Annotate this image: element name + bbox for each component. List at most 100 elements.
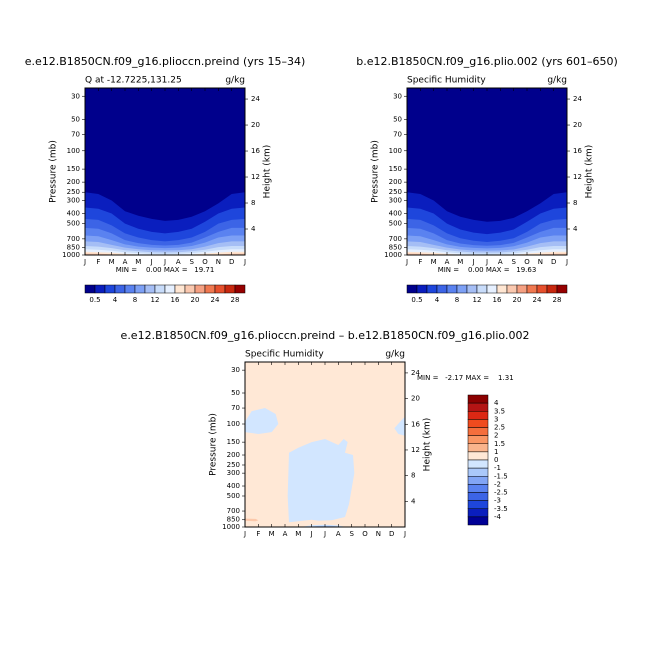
x-tick-label: J — [243, 530, 246, 538]
y-tick-label: 250 — [67, 188, 80, 196]
x-tick-label: F — [418, 258, 422, 266]
y-tick-label: 500 — [227, 492, 240, 500]
colorbar-box — [506, 284, 518, 294]
colorbar-box — [476, 284, 488, 294]
colorbar-box — [536, 284, 548, 294]
colorbar-label: 1.5 — [494, 440, 505, 448]
y2-tick-label: 12 — [411, 446, 420, 454]
colorbar-label: 4 — [494, 399, 499, 407]
colorbar-box — [436, 284, 448, 294]
colorbar-box — [467, 443, 489, 453]
plot-area — [245, 362, 405, 527]
y-tick-label: 50 — [393, 115, 402, 123]
x-tick-label: J — [472, 258, 475, 266]
colorbar-label: 0 — [494, 456, 498, 464]
y-tick-label: 70 — [393, 131, 402, 139]
x-tick-label: M — [109, 258, 115, 266]
plot-area — [85, 88, 245, 255]
y-tick-label: 100 — [227, 420, 240, 428]
colorbar-label: 1 — [494, 448, 498, 456]
colorbar-box — [406, 284, 418, 294]
colorbar-box — [467, 516, 489, 526]
colorbar-label: 0.5 — [411, 296, 422, 304]
units: g/kg — [385, 350, 405, 360]
colorbar-label: -1.5 — [494, 472, 508, 480]
x-tick-label: J — [485, 258, 488, 266]
y-tick-label: 200 — [389, 178, 402, 186]
x-tick-label: M — [457, 258, 463, 266]
colorbar-box — [416, 284, 428, 294]
x-tick-label: J — [243, 258, 246, 266]
colorbar-box — [467, 427, 489, 436]
y-tick-label: 70 — [231, 404, 240, 412]
y-tick-label: 150 — [389, 165, 402, 173]
x-tick-label: A — [283, 530, 288, 538]
stats: MIN = 0.00 MAX = 19.71 — [116, 266, 215, 274]
plot-area — [407, 88, 567, 255]
y2-tick-label: 16 — [251, 147, 260, 155]
x-tick-label: N — [538, 258, 543, 266]
x-tick-label: D — [551, 258, 556, 266]
colorbar-label: -1 — [494, 464, 501, 472]
y2-tick-label: 4 — [411, 497, 416, 505]
colorbar-label: 2.5 — [494, 424, 505, 432]
x-tick-label: N — [216, 258, 221, 266]
y-tick-label: 1000 — [384, 251, 402, 259]
colorbar-box — [154, 284, 166, 294]
contour-region — [245, 518, 259, 522]
colorbar-box — [467, 411, 489, 420]
panel-title: e.e12.B1850CN.f09_g16.plioccn.preind – b… — [121, 329, 530, 342]
y2-axis-label: Height (km) — [585, 145, 595, 199]
y-tick-label: 150 — [227, 438, 240, 446]
x-tick-label: M — [269, 530, 275, 538]
colorbar-label: 3.5 — [494, 407, 505, 415]
units: g/kg — [225, 76, 245, 86]
colorbar-box — [84, 284, 96, 294]
y-tick-label: 50 — [231, 389, 240, 397]
colorbar-box — [467, 459, 489, 469]
x-tick-label: J — [405, 258, 408, 266]
colorbar-label: 8 — [133, 296, 137, 304]
contour-region — [287, 439, 355, 523]
x-tick-label: A — [445, 258, 450, 266]
y-tick-label: 30 — [393, 92, 402, 100]
colorbar-label: 28 — [231, 296, 240, 304]
y-tick-label: 200 — [227, 451, 240, 459]
y2-axis-label: Height (km) — [263, 145, 273, 199]
y-tick-label: 850 — [389, 244, 402, 252]
colorbar-box — [194, 284, 206, 294]
y-tick-label: 200 — [67, 178, 80, 186]
x-tick-label: O — [524, 258, 530, 266]
y2-tick-label: 16 — [411, 420, 420, 428]
colorbar-label: -3.5 — [494, 505, 508, 513]
colorbar-box — [467, 419, 489, 428]
colorbar-label: 2 — [494, 432, 498, 440]
colorbar-box — [467, 451, 489, 461]
y2-tick-label: 8 — [411, 472, 415, 480]
panel-title: e.e12.B1850CN.f09_g16.plioccn.preind (yr… — [25, 55, 306, 68]
x-tick-label: S — [189, 258, 194, 266]
panel-subtitle: Specific Humidity — [245, 350, 324, 360]
colorbar-label: 4 — [113, 296, 118, 304]
y2-tick-label: 12 — [573, 173, 582, 181]
y-tick-label: 700 — [389, 235, 402, 243]
y-tick-label: 70 — [71, 131, 80, 139]
x-tick-label: N — [376, 530, 381, 538]
y-axis-label: Pressure (mb) — [49, 140, 59, 203]
y-tick-label: 300 — [67, 196, 80, 204]
x-tick-label: J — [323, 530, 326, 538]
colorbar-box — [556, 284, 568, 294]
colorbar-label: 20 — [513, 296, 522, 304]
x-tick-label: M — [431, 258, 437, 266]
x-tick-label: S — [511, 258, 516, 266]
colorbar-box — [516, 284, 528, 294]
colorbar-label: -3 — [494, 497, 501, 505]
x-tick-label: A — [123, 258, 128, 266]
colorbar-box — [144, 284, 156, 294]
x-tick-label: M — [135, 258, 141, 266]
colorbar-label: -2 — [494, 480, 501, 488]
y-tick-label: 400 — [389, 210, 402, 218]
x-tick-label: J — [163, 258, 166, 266]
colorbar-box — [467, 402, 489, 412]
